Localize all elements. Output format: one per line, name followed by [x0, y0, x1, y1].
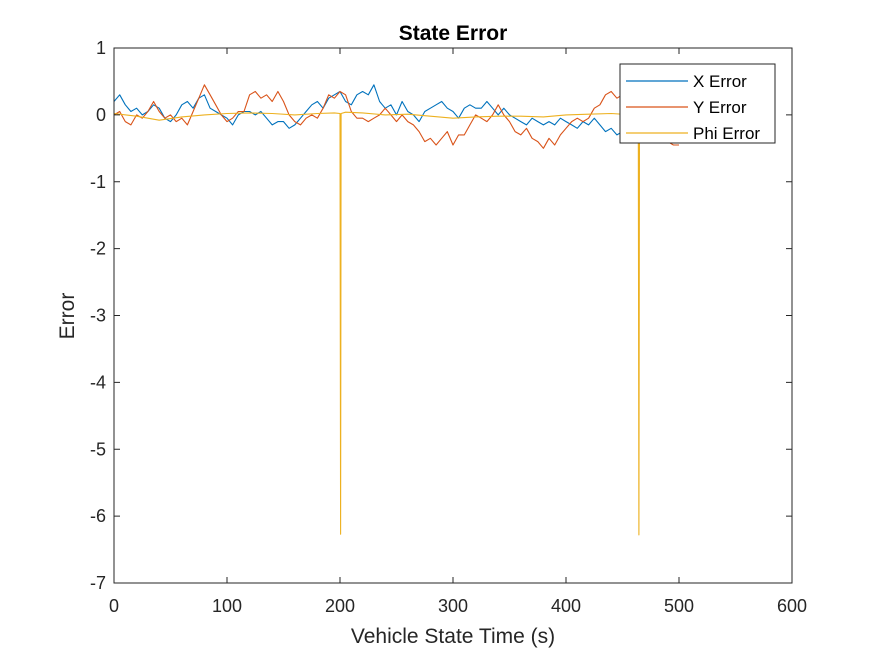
x-tick-label: 300: [438, 596, 468, 616]
y-tick-label: -3: [90, 306, 106, 326]
x-tick-label: 0: [109, 596, 119, 616]
x-tick-label: 100: [212, 596, 242, 616]
legend-label-y-error: Y Error: [693, 98, 747, 117]
x-tick-label: 500: [664, 596, 694, 616]
y-axis-label: Error: [56, 293, 79, 340]
x-tick-label: 200: [325, 596, 355, 616]
chart-title: State Error: [399, 22, 508, 45]
y-tick-label: -2: [90, 239, 106, 259]
y-tick-label: -4: [90, 372, 106, 392]
x-tick-label: 600: [777, 596, 807, 616]
series-line-y-error: [113, 84, 679, 149]
legend[interactable]: X Error Y Error Phi Error: [619, 63, 776, 144]
y-tick-label: -6: [90, 506, 106, 526]
x-tick-label: 400: [551, 596, 581, 616]
y-tick-label: -5: [90, 439, 106, 459]
x-axis-label: Vehicle State Time (s): [351, 625, 555, 648]
legend-label-phi-error: Phi Error: [693, 124, 760, 143]
y-tick-label: -7: [90, 573, 106, 593]
y-tick-label: 0: [96, 105, 106, 125]
y-tick-label: 1: [96, 38, 106, 58]
y-axis-ticks: -7 -6 -5 -4 -3 -2 -1 0 1: [90, 38, 792, 593]
legend-box: [619, 63, 776, 144]
y-tick-label: -1: [90, 172, 106, 192]
legend-label-x-error: X Error: [693, 72, 747, 91]
x-axis-ticks: 0 100 200 300 400 500 600: [109, 48, 807, 616]
